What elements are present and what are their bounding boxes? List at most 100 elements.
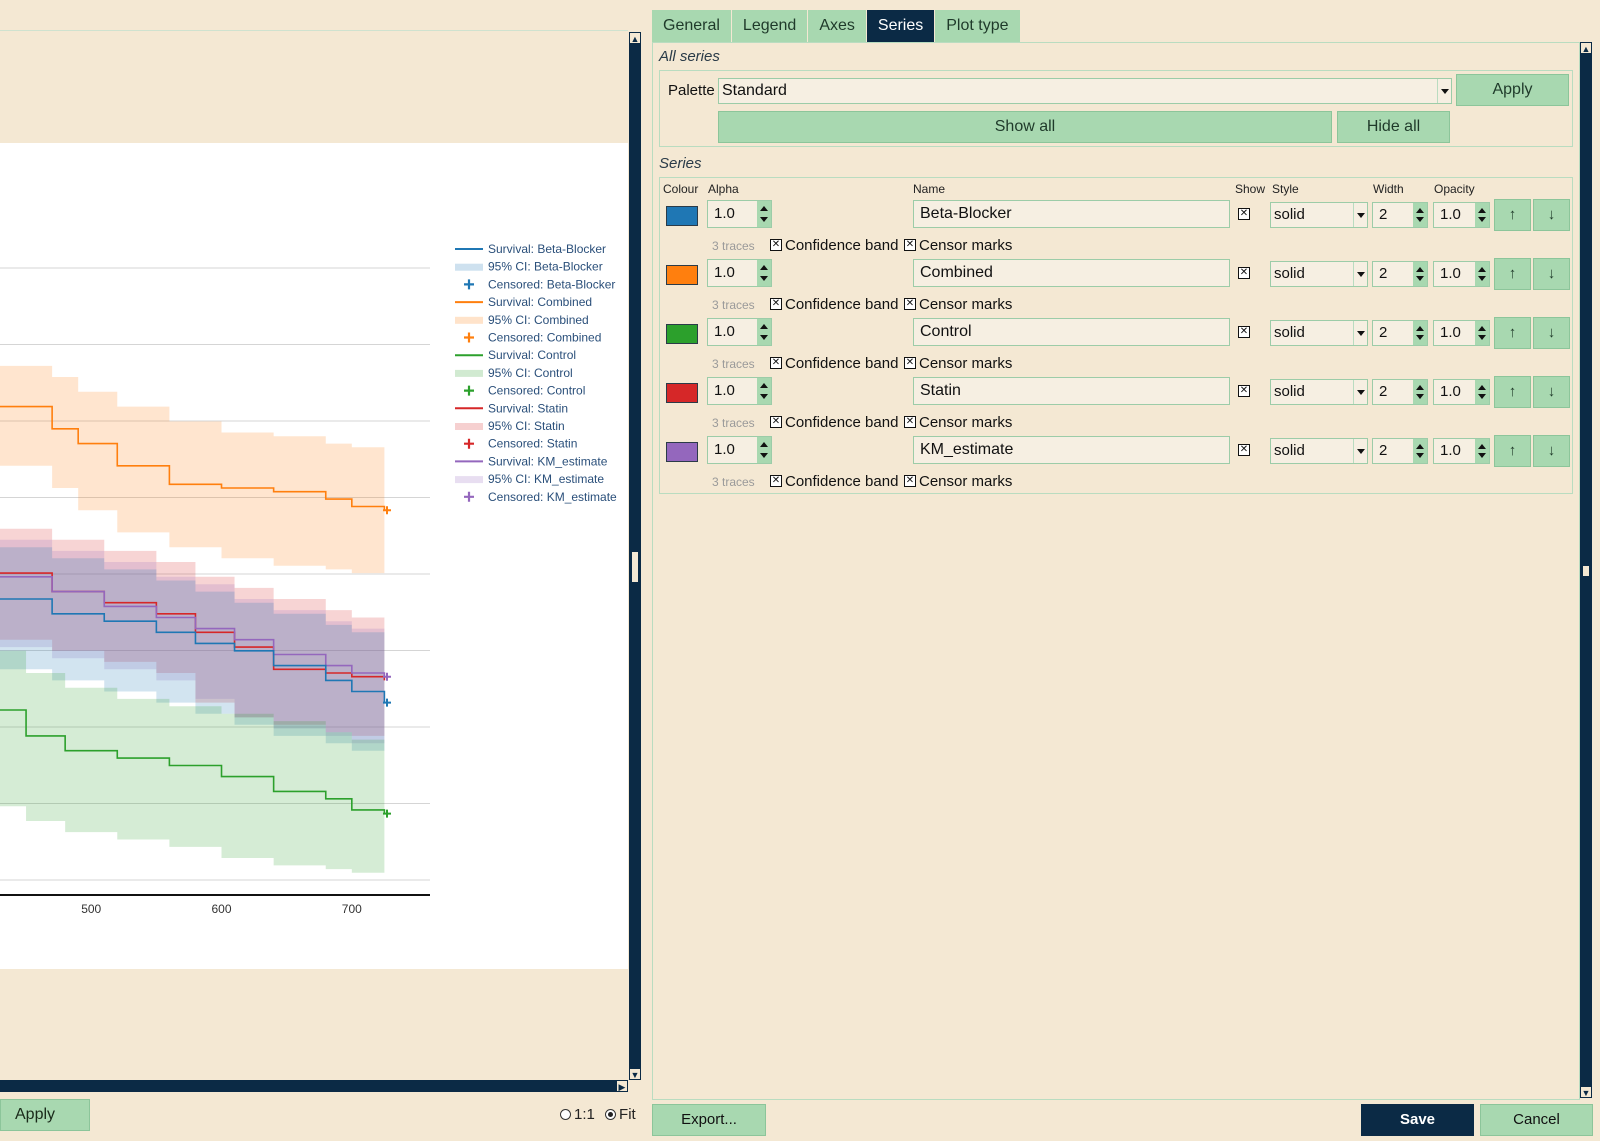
series-colour-swatch[interactable] xyxy=(666,265,698,285)
tab-plot-type[interactable]: Plot type xyxy=(935,10,1021,42)
chevron-down-icon[interactable] xyxy=(1353,439,1367,463)
palette-apply-button[interactable]: Apply xyxy=(1456,74,1569,106)
zoom-1-1-option[interactable]: 1:1 xyxy=(560,1106,595,1123)
zoom-fit-option[interactable]: Fit xyxy=(605,1106,636,1123)
confidence-band-checkbox[interactable]: ✕ xyxy=(770,239,782,251)
series-width-spinbox[interactable]: 2 xyxy=(1372,320,1428,346)
scroll-thumb-grip[interactable] xyxy=(632,552,638,582)
move-down-button[interactable]: ↓ xyxy=(1533,376,1570,408)
scroll-up-arrow-icon[interactable]: ▲ xyxy=(629,32,641,44)
palette-select[interactable]: Standard xyxy=(718,78,1452,104)
series-colour-swatch[interactable] xyxy=(666,206,698,226)
spin-arrows-icon[interactable] xyxy=(1475,203,1489,227)
series-width-spinbox[interactable]: 2 xyxy=(1372,379,1428,405)
series-name-input[interactable]: Combined xyxy=(913,259,1230,287)
spin-arrows-icon[interactable] xyxy=(757,260,771,286)
scroll-down-arrow-icon[interactable]: ▼ xyxy=(629,1068,641,1080)
hide-all-button[interactable]: Hide all xyxy=(1337,111,1450,143)
spin-arrows-icon[interactable] xyxy=(1413,262,1427,286)
series-name-input[interactable]: KM_estimate xyxy=(913,436,1230,464)
chevron-down-icon[interactable] xyxy=(1353,262,1367,286)
censor-marks-checkbox[interactable]: ✕ xyxy=(904,416,916,428)
series-show-checkbox[interactable]: ✕ xyxy=(1238,208,1250,220)
spin-arrows-icon[interactable] xyxy=(757,378,771,404)
series-alpha-spinbox[interactable]: 1.0 xyxy=(707,318,772,346)
spin-arrows-icon[interactable] xyxy=(757,319,771,345)
spin-arrows-icon[interactable] xyxy=(1475,321,1489,345)
chevron-down-icon[interactable] xyxy=(1353,321,1367,345)
scroll-thumb-grip[interactable] xyxy=(1583,566,1589,576)
confidence-band-checkbox[interactable]: ✕ xyxy=(770,416,782,428)
series-show-checkbox[interactable]: ✕ xyxy=(1238,444,1250,456)
series-show-checkbox[interactable]: ✕ xyxy=(1238,267,1250,279)
tab-series[interactable]: Series xyxy=(866,10,936,42)
series-alpha-spinbox[interactable]: 1.0 xyxy=(707,200,772,228)
tab-general[interactable]: General xyxy=(652,10,732,42)
settings-vertical-scrollbar[interactable]: ▲ ▼ xyxy=(1580,42,1592,1098)
show-all-button[interactable]: Show all xyxy=(718,111,1332,143)
confidence-band-checkbox[interactable]: ✕ xyxy=(770,357,782,369)
chevron-down-icon[interactable] xyxy=(1353,203,1367,227)
plot-horizontal-scrollbar[interactable]: ▶ xyxy=(0,1080,628,1092)
series-width-spinbox[interactable]: 2 xyxy=(1372,438,1428,464)
chevron-down-icon[interactable] xyxy=(1437,79,1451,103)
move-up-button[interactable]: ↑ xyxy=(1494,317,1531,349)
tab-legend[interactable]: Legend xyxy=(731,10,809,42)
spin-arrows-icon[interactable] xyxy=(1413,439,1427,463)
series-show-checkbox[interactable]: ✕ xyxy=(1238,385,1250,397)
censor-marks-checkbox[interactable]: ✕ xyxy=(904,298,916,310)
series-opacity-spinbox[interactable]: 1.0 xyxy=(1433,261,1490,287)
series-name-input[interactable]: Control xyxy=(913,318,1230,346)
series-opacity-spinbox[interactable]: 1.0 xyxy=(1433,379,1490,405)
move-down-button[interactable]: ↓ xyxy=(1533,435,1570,467)
spin-arrows-icon[interactable] xyxy=(1475,439,1489,463)
spin-arrows-icon[interactable] xyxy=(1413,203,1427,227)
series-width-spinbox[interactable]: 2 xyxy=(1372,261,1428,287)
save-button[interactable]: Save xyxy=(1361,1104,1474,1136)
chevron-down-icon[interactable] xyxy=(1353,380,1367,404)
spin-arrows-icon[interactable] xyxy=(1413,321,1427,345)
series-width-spinbox[interactable]: 2 xyxy=(1372,202,1428,228)
plot-vertical-scrollbar[interactable]: ▲ ▼ xyxy=(629,32,641,1080)
scroll-down-arrow-icon[interactable]: ▼ xyxy=(1580,1086,1592,1098)
series-style-select[interactable]: solid xyxy=(1270,379,1368,405)
confidence-band-checkbox[interactable]: ✕ xyxy=(770,298,782,310)
series-show-checkbox[interactable]: ✕ xyxy=(1238,326,1250,338)
scroll-up-arrow-icon[interactable]: ▲ xyxy=(1580,42,1592,54)
series-opacity-spinbox[interactable]: 1.0 xyxy=(1433,320,1490,346)
move-up-button[interactable]: ↑ xyxy=(1494,258,1531,290)
series-name-input[interactable]: Beta-Blocker xyxy=(913,200,1230,228)
series-alpha-spinbox[interactable]: 1.0 xyxy=(707,436,772,464)
move-down-button[interactable]: ↓ xyxy=(1533,258,1570,290)
cancel-button[interactable]: Cancel xyxy=(1480,1104,1593,1136)
spin-arrows-icon[interactable] xyxy=(1475,262,1489,286)
spin-arrows-icon[interactable] xyxy=(1413,380,1427,404)
series-style-select[interactable]: solid xyxy=(1270,202,1368,228)
series-colour-swatch[interactable] xyxy=(666,383,698,403)
series-colour-swatch[interactable] xyxy=(666,442,698,462)
series-style-select[interactable]: solid xyxy=(1270,320,1368,346)
scroll-right-arrow-icon[interactable]: ▶ xyxy=(616,1080,628,1092)
spin-arrows-icon[interactable] xyxy=(757,201,771,227)
confidence-band-checkbox[interactable]: ✕ xyxy=(770,475,782,487)
series-opacity-spinbox[interactable]: 1.0 xyxy=(1433,202,1490,228)
series-opacity-spinbox[interactable]: 1.0 xyxy=(1433,438,1490,464)
move-up-button[interactable]: ↑ xyxy=(1494,376,1531,408)
censor-marks-checkbox[interactable]: ✕ xyxy=(904,239,916,251)
censor-marks-checkbox[interactable]: ✕ xyxy=(904,357,916,369)
move-down-button[interactable]: ↓ xyxy=(1533,199,1570,231)
spin-arrows-icon[interactable] xyxy=(757,437,771,463)
censor-marks-checkbox[interactable]: ✕ xyxy=(904,475,916,487)
plot-apply-button[interactable]: Apply xyxy=(0,1099,90,1131)
series-colour-swatch[interactable] xyxy=(666,324,698,344)
tab-axes[interactable]: Axes xyxy=(808,10,867,42)
series-alpha-spinbox[interactable]: 1.0 xyxy=(707,377,772,405)
move-up-button[interactable]: ↑ xyxy=(1494,199,1531,231)
export-button[interactable]: Export... xyxy=(652,1104,766,1136)
move-up-button[interactable]: ↑ xyxy=(1494,435,1531,467)
spin-arrows-icon[interactable] xyxy=(1475,380,1489,404)
series-alpha-spinbox[interactable]: 1.0 xyxy=(707,259,772,287)
series-name-input[interactable]: Statin xyxy=(913,377,1230,405)
series-style-select[interactable]: solid xyxy=(1270,261,1368,287)
move-down-button[interactable]: ↓ xyxy=(1533,317,1570,349)
